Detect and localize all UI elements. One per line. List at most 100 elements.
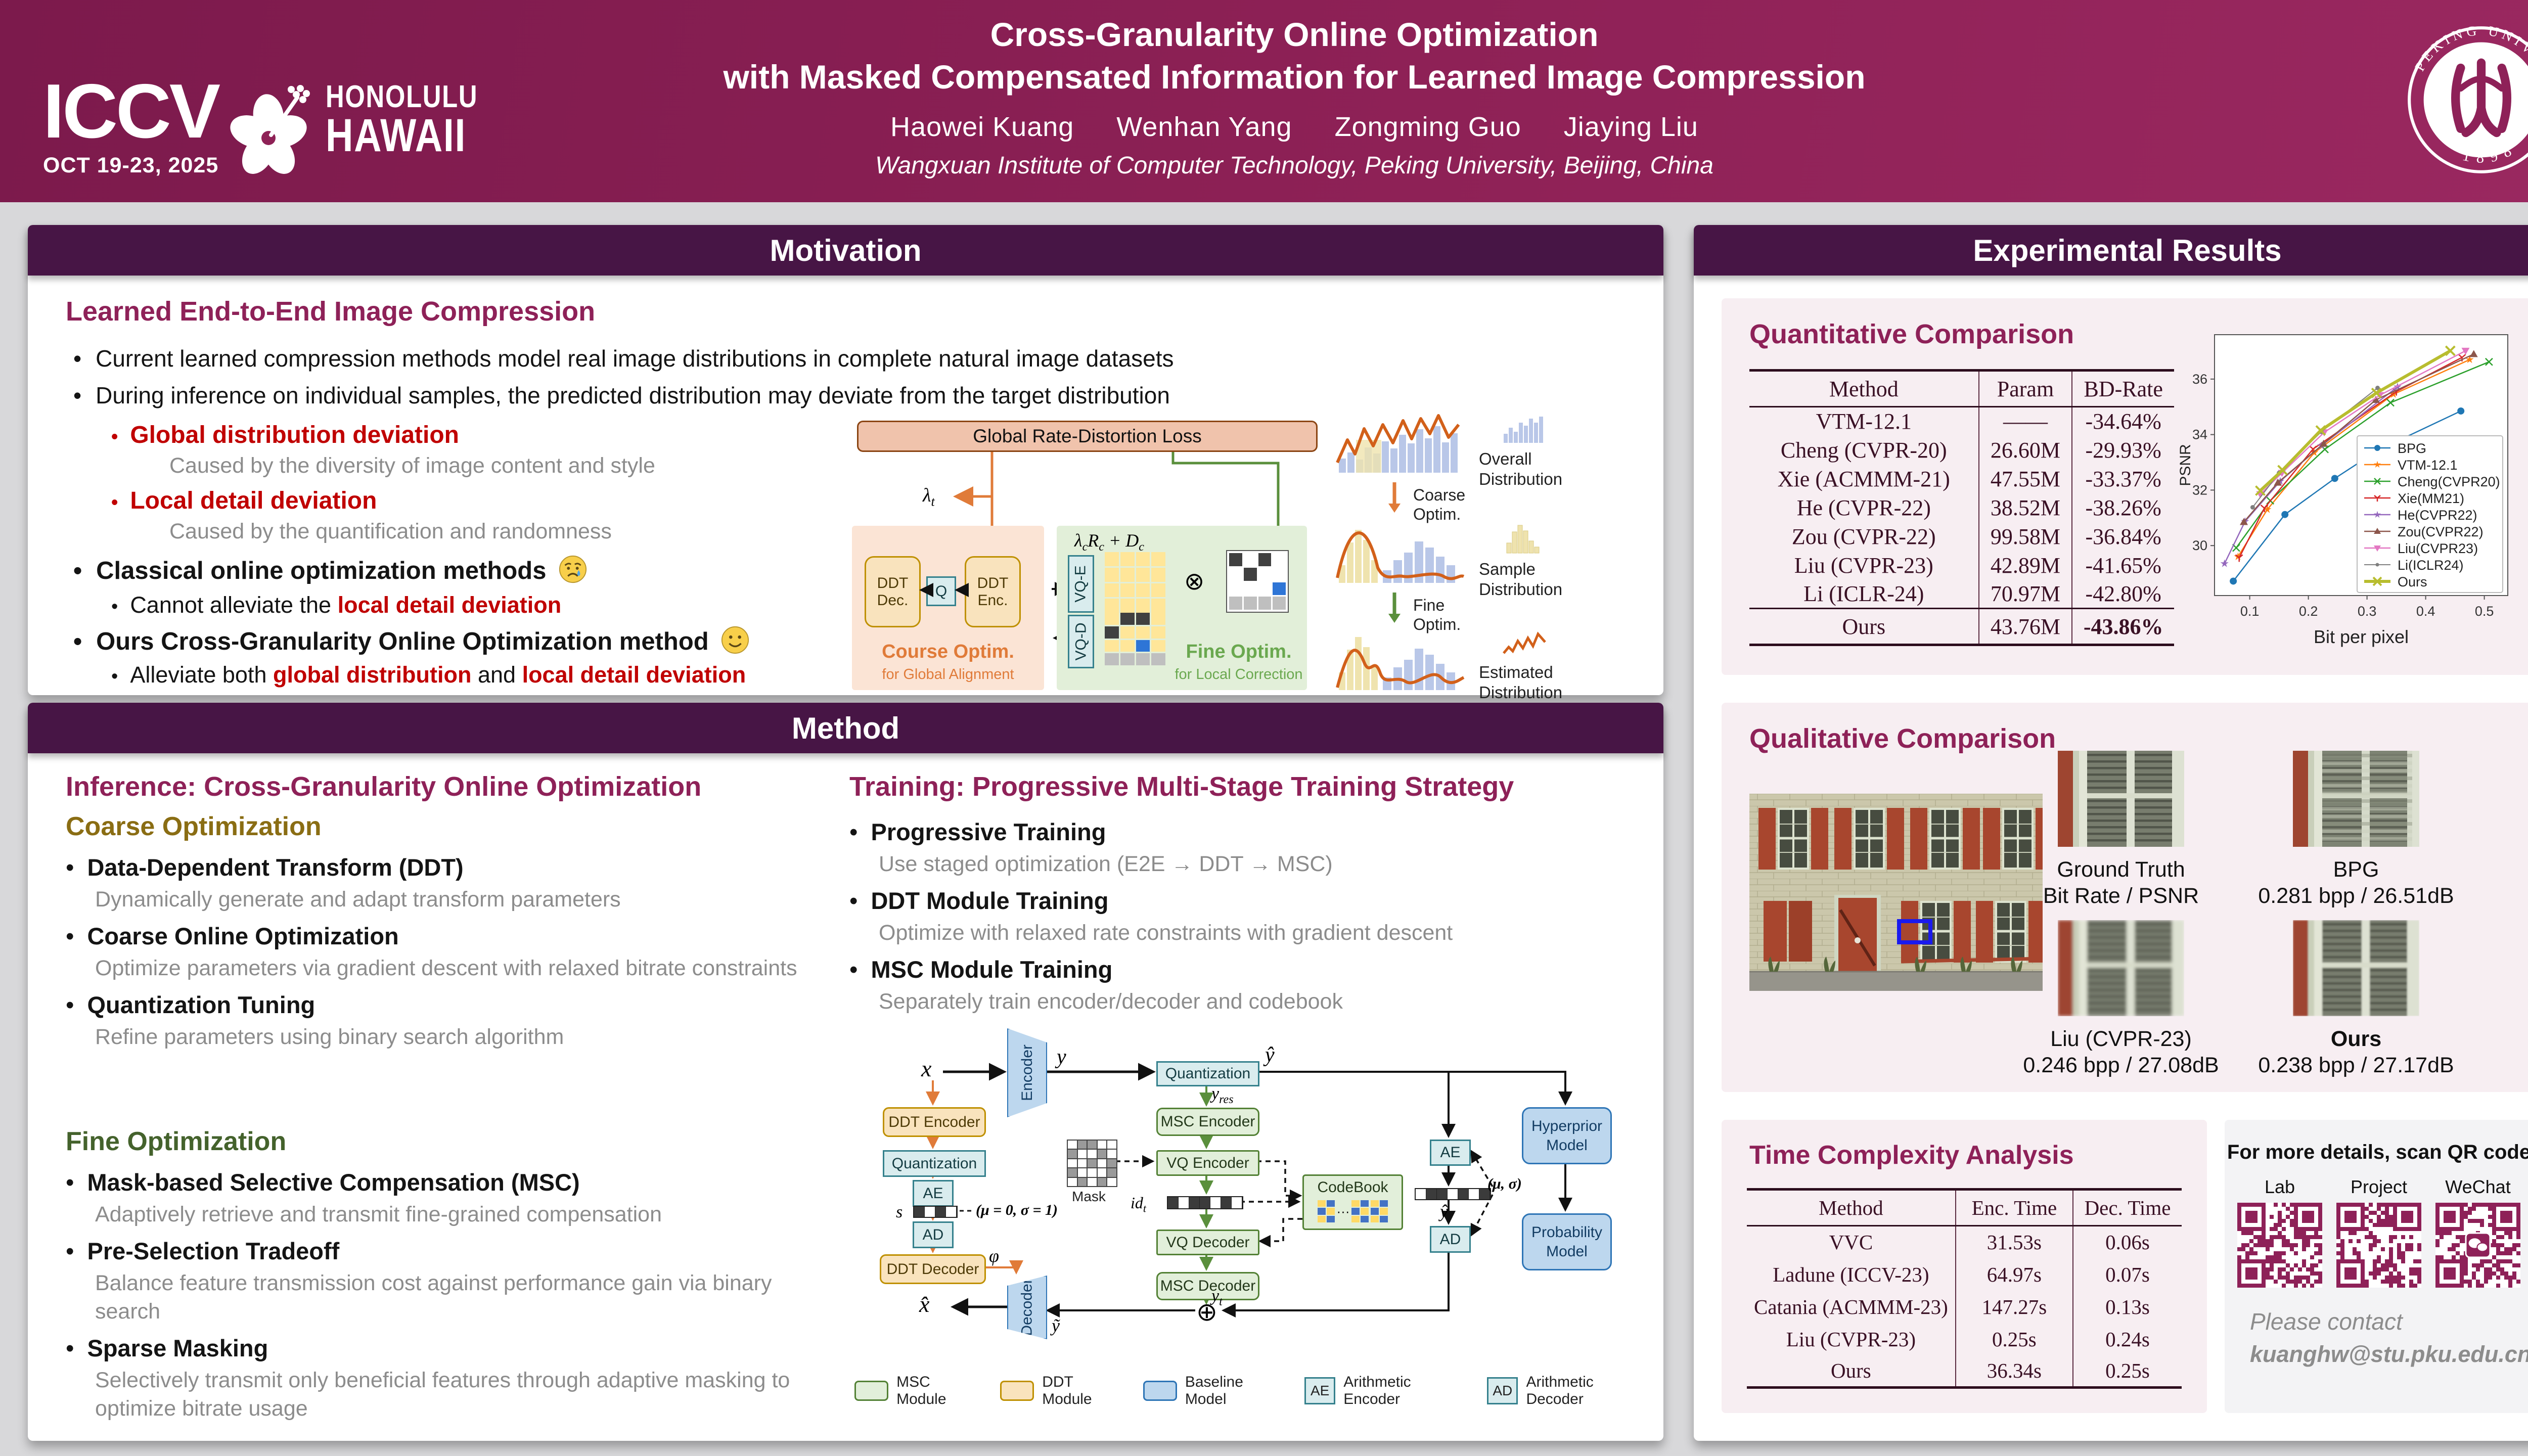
table-row: Ladune (ICCV-23) 64.97s 0.07s <box>1747 1258 2182 1291</box>
svg-text:0.5: 0.5 <box>2475 604 2494 619</box>
table-row: Liu (CVPR-23) 42.89M -41.65% <box>1749 551 2174 580</box>
global-deviation-sub: Caused by the diversity of image content… <box>169 453 655 478</box>
svg-text:VTM-12.1: VTM-12.1 <box>2398 458 2458 473</box>
mask-label: Mask <box>1072 1189 1106 1204</box>
local-deviation-sub: Caused by the quantification and randomn… <box>169 519 612 543</box>
x-label: x <box>921 1056 932 1081</box>
qualitative-item: Ours 0.238 bpp / 27.17dB <box>2240 920 2472 1078</box>
quantization-box: Quantization <box>1156 1061 1259 1086</box>
svg-text:BPG: BPG <box>2398 441 2426 456</box>
qual-caption-name: Ground Truth <box>2057 857 2185 882</box>
training-title: Training: Progressive Multi-Stage Traini… <box>849 771 1514 802</box>
author: Haowei Kuang <box>890 112 1074 142</box>
qr-label: Project <box>2350 1176 2408 1197</box>
table-row: He (CVPR-22) 38.52M -38.26% <box>1749 493 2174 522</box>
poster-title-line2: with Masked Compensated Information for … <box>723 58 1866 96</box>
table-header-row: Method Param BD-Rate <box>1749 370 2174 407</box>
coarse-optim-arrow-label: Coarse Optim. <box>1413 486 1466 523</box>
xhat-label: x̂ <box>919 1291 930 1317</box>
ad-right-box: AD <box>1430 1226 1471 1253</box>
svg-text:Cheng(CVPR20): Cheng(CVPR20) <box>2398 474 2500 489</box>
qr-code-lab <box>2237 1203 2322 1290</box>
ae-legend-box: AE <box>1304 1377 1336 1404</box>
contact-email: kuanghw@stu.pku.edu.cn <box>2250 1341 2528 1367</box>
qr-title: For more details, scan QR code <box>2227 1141 2528 1163</box>
table-row: VTM-12.1 —— -34.64% <box>1749 406 2174 436</box>
crop-gt <box>2058 751 2184 847</box>
coarse-optim-label: Course Optim. <box>882 641 1014 662</box>
svg-text:Ours: Ours <box>2398 574 2427 589</box>
table-header-row: Method Enc. Time Dec. Time <box>1747 1189 2182 1226</box>
ours-method-sub: Alleviate both global distribution and l… <box>111 662 746 688</box>
inference-title: Inference: Cross-Granularity Online Opti… <box>66 771 702 802</box>
local-deviation-title: Local detail deviation <box>111 487 377 515</box>
svg-text:Xie(MM21): Xie(MM21) <box>2398 491 2464 506</box>
qual-caption-name: Ours <box>2330 1027 2382 1051</box>
svg-text:36: 36 <box>2192 372 2207 387</box>
fine-optim-sub: for Local Correction <box>1175 666 1303 682</box>
fine-loss-formula: λcRc + Dc <box>1074 530 1144 554</box>
qual-caption-name: Liu (CVPR-23) <box>2050 1027 2192 1051</box>
ours-method-title: Ours Cross-Granularity Online Optimizati… <box>73 625 750 656</box>
coarse-optim-sub: for Global Alignment <box>882 666 1014 682</box>
time-complexity-table: Method Enc. Time Dec. Time VVC 31.53s 0.06s La… <box>1747 1188 2182 1389</box>
poster-header: ICCV OCT 19-23, 2025 HONOLULU H <box>0 0 2528 202</box>
iccv-wordmark: ICCV <box>43 68 220 154</box>
rd-curve-chart: 0.1 0.2 0.3 0.4 0.5 30 32 34 36 Bit per pixel PSNR… <box>2177 324 2515 652</box>
crop-bpg <box>2293 751 2419 847</box>
rd-chart-svg: 0.1 0.2 0.3 0.4 0.5 30 32 34 36 Bit per pixel PSNR… <box>2177 334 2508 647</box>
qual-caption-metric: Bit Rate / PSNR <box>2043 884 2199 908</box>
s-label: s <box>896 1203 903 1221</box>
idt-label: idt <box>1131 1194 1147 1215</box>
author: Wenhan Yang <box>1116 112 1292 142</box>
yt-label: yt <box>1211 1287 1223 1308</box>
legend-item: MSC Module <box>854 1374 983 1408</box>
iccv-dates: OCT 19-23, 2025 <box>43 153 219 177</box>
qr-codes: Lab Project WeChat <box>2237 1176 2520 1293</box>
results-header: Experimental Results <box>1694 225 2528 276</box>
mu-sigma-01-label: (μ = 0, σ = 1) <box>976 1202 1058 1218</box>
svg-text:0.1: 0.1 <box>2240 604 2260 619</box>
author: Jiaying Liu <box>1563 112 1698 142</box>
training-legend: MSC Module DDT Module Baseline Model AE Arit… <box>854 1374 1653 1408</box>
legend-item: AE Arithmetic Encoder <box>1304 1374 1470 1408</box>
legend-item: AD Arithmetic Decoder <box>1487 1374 1653 1408</box>
ae-right-box: AE <box>1430 1140 1471 1166</box>
fine-optimization-list: Mask-based Selective Compensation (MSC)A… <box>66 1167 834 1430</box>
ddt-encoder-box: DDT Encoder <box>883 1107 986 1137</box>
motivation-diagram: Global Rate-Distortion Loss λt DDT Dec. … <box>849 410 1648 702</box>
hibiscus-icon <box>230 85 310 174</box>
motivation-bullet-2: During inference on individual samples, … <box>73 382 1631 409</box>
global-deviation-title: Global distribution deviation <box>111 421 459 449</box>
classical-methods-sub: Cannot alleviate the local detail deviat… <box>111 592 561 618</box>
plus-icon: ⊕ <box>1196 1298 1217 1326</box>
method-item: Data-Dependent Transform (DDT)Dynamicall… <box>66 852 824 914</box>
table-footer-row: Ours 43.76M -43.86% <box>1749 608 2174 645</box>
svg-text:32: 32 <box>2192 482 2207 497</box>
table-row: Catania (ACMMM-23) 147.27s 0.13s <box>1747 1290 2182 1323</box>
vq-e-box: VQ-E <box>1068 555 1094 613</box>
idt-bitstream <box>1167 1196 1243 1209</box>
base-legend-swatch <box>1143 1381 1177 1401</box>
yhat-label: ŷ <box>1265 1043 1275 1067</box>
coarse-optimization-title: Coarse Optimization <box>66 812 322 841</box>
qr-code-wechat <box>2435 1203 2520 1290</box>
msc-legend-swatch <box>854 1381 889 1401</box>
ddt-legend-swatch <box>1000 1381 1034 1401</box>
s-bitstream <box>913 1206 958 1218</box>
method-item: Mask-based Selective Compensation (MSC)A… <box>66 1167 834 1228</box>
svg-text:0.4: 0.4 <box>2416 604 2435 619</box>
fine-optim-arrow-label: Fine Optim. <box>1413 596 1461 633</box>
ddt-dec-box: DDT Dec. <box>865 556 921 627</box>
poster-title-line1: Cross-Granularity Online Optimization <box>990 16 1599 53</box>
qr-item-wechat: WeChat <box>2435 1176 2520 1293</box>
smile-face-icon <box>721 626 749 654</box>
fine-optim-label: Fine Optim. <box>1186 641 1292 662</box>
ytilde-label: ỹ <box>1052 1315 1060 1336</box>
qr-code-project <box>2336 1203 2421 1290</box>
msc-decoder-box: MSC Decoder <box>1156 1272 1259 1300</box>
